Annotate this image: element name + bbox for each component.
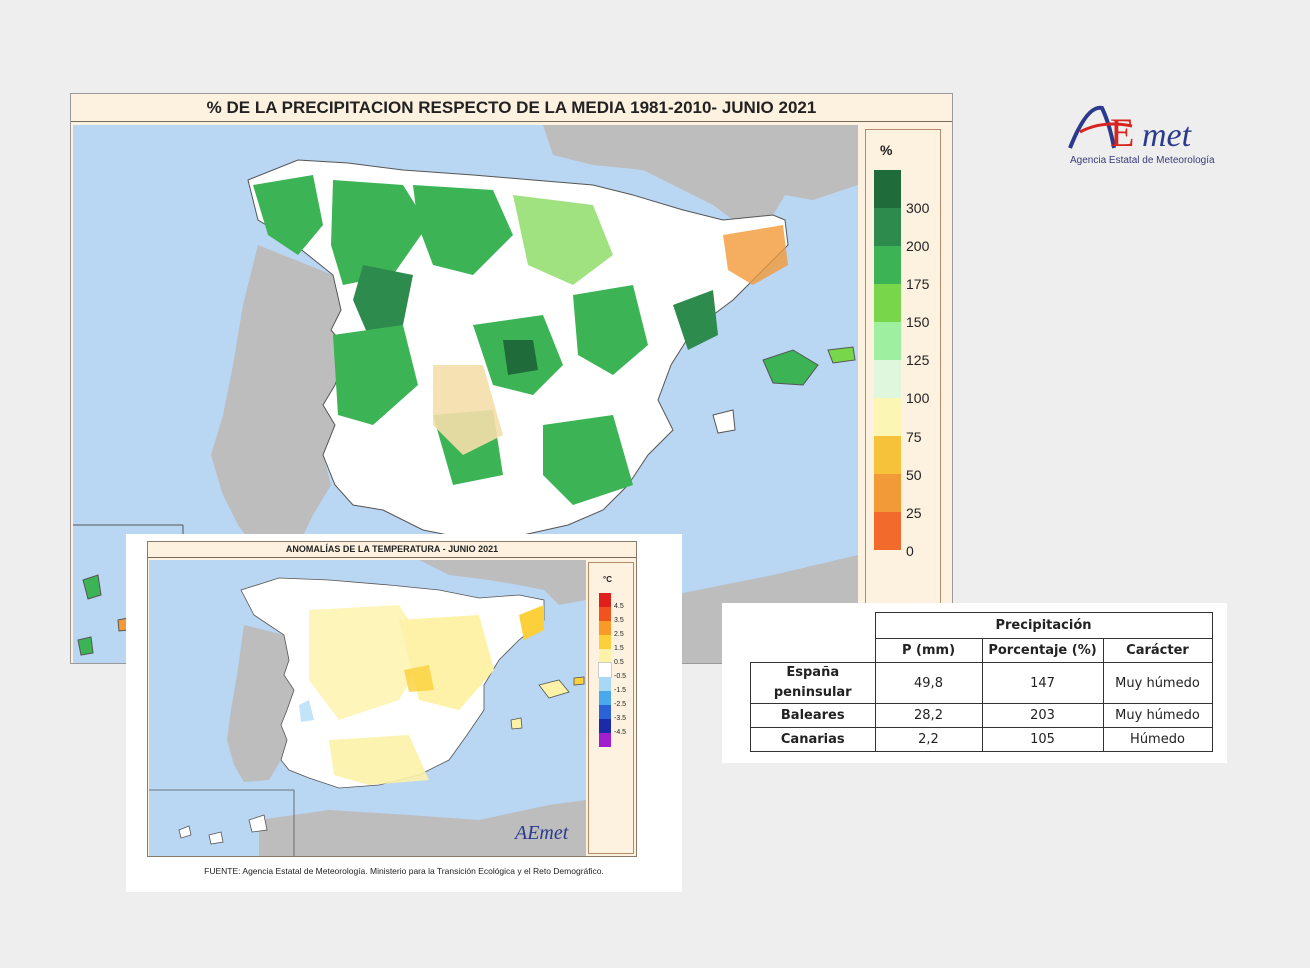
table-cell-caracter: Húmedo	[1102, 727, 1213, 752]
temp-label-8: -3.5	[614, 715, 627, 722]
temperature-map-card: ANOMALÍAS DE LA TEMPERATURA - JUNIO 2021	[126, 534, 682, 892]
temp-swatch-3	[599, 635, 611, 649]
table-row-region: Canarias	[750, 727, 876, 752]
precipitation-table-card: Precipitación P (mm) Porcentaje (%) Cará…	[722, 603, 1227, 763]
legend-label-25: 25	[906, 505, 922, 521]
table-group-header: Precipitación	[874, 612, 1213, 639]
precipitation-legend: % 300 200 175 150 125 100 75 50 25 0	[865, 129, 941, 604]
legend-swatch-3	[874, 284, 901, 322]
precipitation-map-title: % DE LA PRECIPITACION RESPECTO DE LA MED…	[71, 94, 952, 122]
temp-swatch-2	[599, 621, 611, 635]
aemet-logo: E met Agencia Estatal de Meteorología	[1062, 100, 1232, 175]
legend-label-175: 175	[906, 276, 930, 292]
temp-legend-unit: °C	[603, 575, 612, 584]
temperature-map-canvas: AEmet	[149, 560, 586, 856]
table-corner-2	[750, 638, 875, 663]
temp-label-9: -4.5	[614, 729, 627, 736]
table-corner	[751, 613, 876, 639]
legend-unit: %	[880, 142, 893, 158]
temp-swatch-1	[599, 607, 611, 621]
table-col-header: Carácter	[1102, 638, 1213, 663]
temp-label-1: 3.5	[614, 617, 624, 624]
table-col-header: P (mm)	[874, 638, 983, 663]
table-cell-porcentaje: 147	[981, 662, 1104, 704]
temp-label-0: 4.5	[614, 603, 624, 610]
temp-swatch-7	[599, 691, 611, 705]
temp-swatch-10	[599, 733, 611, 747]
temperature-legend: °C 4.5 3.5 2.5 1.5 0.5 -0.5 -1.5 -2.5 -3…	[588, 562, 634, 854]
temp-swatch-4	[599, 649, 611, 663]
table-row: Canarias 2,2 105 Húmedo	[750, 727, 1213, 752]
temp-label-4: 0.5	[614, 659, 624, 666]
temp-swatch-8	[599, 705, 611, 719]
table-row: Baleares 28,2 203 Muy húmedo	[750, 703, 1213, 728]
table-cell-p-mm: 2,2	[874, 727, 983, 752]
temperature-map-title: ANOMALÍAS DE LA TEMPERATURA - JUNIO 2021	[148, 542, 636, 558]
table-cell-porcentaje: 203	[981, 703, 1104, 728]
temp-label-3: 1.5	[614, 645, 624, 652]
legend-swatch-6	[874, 398, 901, 436]
legend-swatch-2	[874, 246, 901, 284]
temp-label-6: -1.5	[614, 687, 627, 694]
aemet-logo-subtitle: Agencia Estatal de Meteorología	[1070, 155, 1215, 166]
legend-swatch-9	[874, 512, 901, 550]
legend-label-125: 125	[906, 352, 930, 368]
legend-swatch-5	[874, 360, 901, 398]
temp-swatch-9	[599, 719, 611, 733]
table-cell-porcentaje: 105	[981, 727, 1104, 752]
legend-label-300: 300	[906, 200, 930, 216]
precipitation-table: Precipitación P (mm) Porcentaje (%) Cará…	[750, 612, 1213, 752]
temperature-map-panel: ANOMALÍAS DE LA TEMPERATURA - JUNIO 2021	[147, 541, 637, 857]
legend-label-50: 50	[906, 467, 922, 483]
legend-swatch-1	[874, 208, 901, 246]
legend-label-75: 75	[906, 429, 922, 445]
aemet-logo-mark: E met	[1068, 105, 1193, 155]
table-cell-p-mm: 49,8	[874, 662, 983, 704]
table-cell-caracter: Muy húmedo	[1102, 662, 1213, 704]
temperature-map-logo: AEmet	[515, 822, 569, 844]
temperature-map-source: FUENTE: Agencia Estatal de Meteorología.…	[204, 866, 604, 876]
table-cell-caracter: Muy húmedo	[1102, 703, 1213, 728]
temp-label-2: 2.5	[614, 631, 624, 638]
table-row-region: Baleares	[750, 703, 876, 728]
temp-swatch-5	[598, 662, 612, 678]
legend-label-150: 150	[906, 314, 930, 330]
legend-swatch-0	[874, 170, 901, 208]
table-row: España peninsular 49,8 147 Muy húmedo	[750, 662, 1213, 704]
table-col-header: Porcentaje (%)	[981, 638, 1104, 663]
legend-label-0: 0	[906, 543, 914, 559]
legend-label-100: 100	[906, 390, 930, 406]
legend-swatch-7	[874, 436, 901, 474]
table-row-region: España peninsular	[750, 662, 876, 704]
legend-swatch-4	[874, 322, 901, 360]
temp-label-5: -0.5	[614, 673, 627, 680]
svg-text:met: met	[1142, 117, 1193, 154]
table-cell-p-mm: 28,2	[874, 703, 983, 728]
legend-swatch-8	[874, 474, 901, 512]
svg-text:E: E	[1110, 110, 1134, 155]
legend-label-200: 200	[906, 238, 930, 254]
iberia-temperature-svg	[149, 560, 586, 856]
temp-swatch-6	[599, 677, 611, 691]
temp-swatch-0	[599, 593, 611, 607]
temp-label-7: -2.5	[614, 701, 627, 708]
